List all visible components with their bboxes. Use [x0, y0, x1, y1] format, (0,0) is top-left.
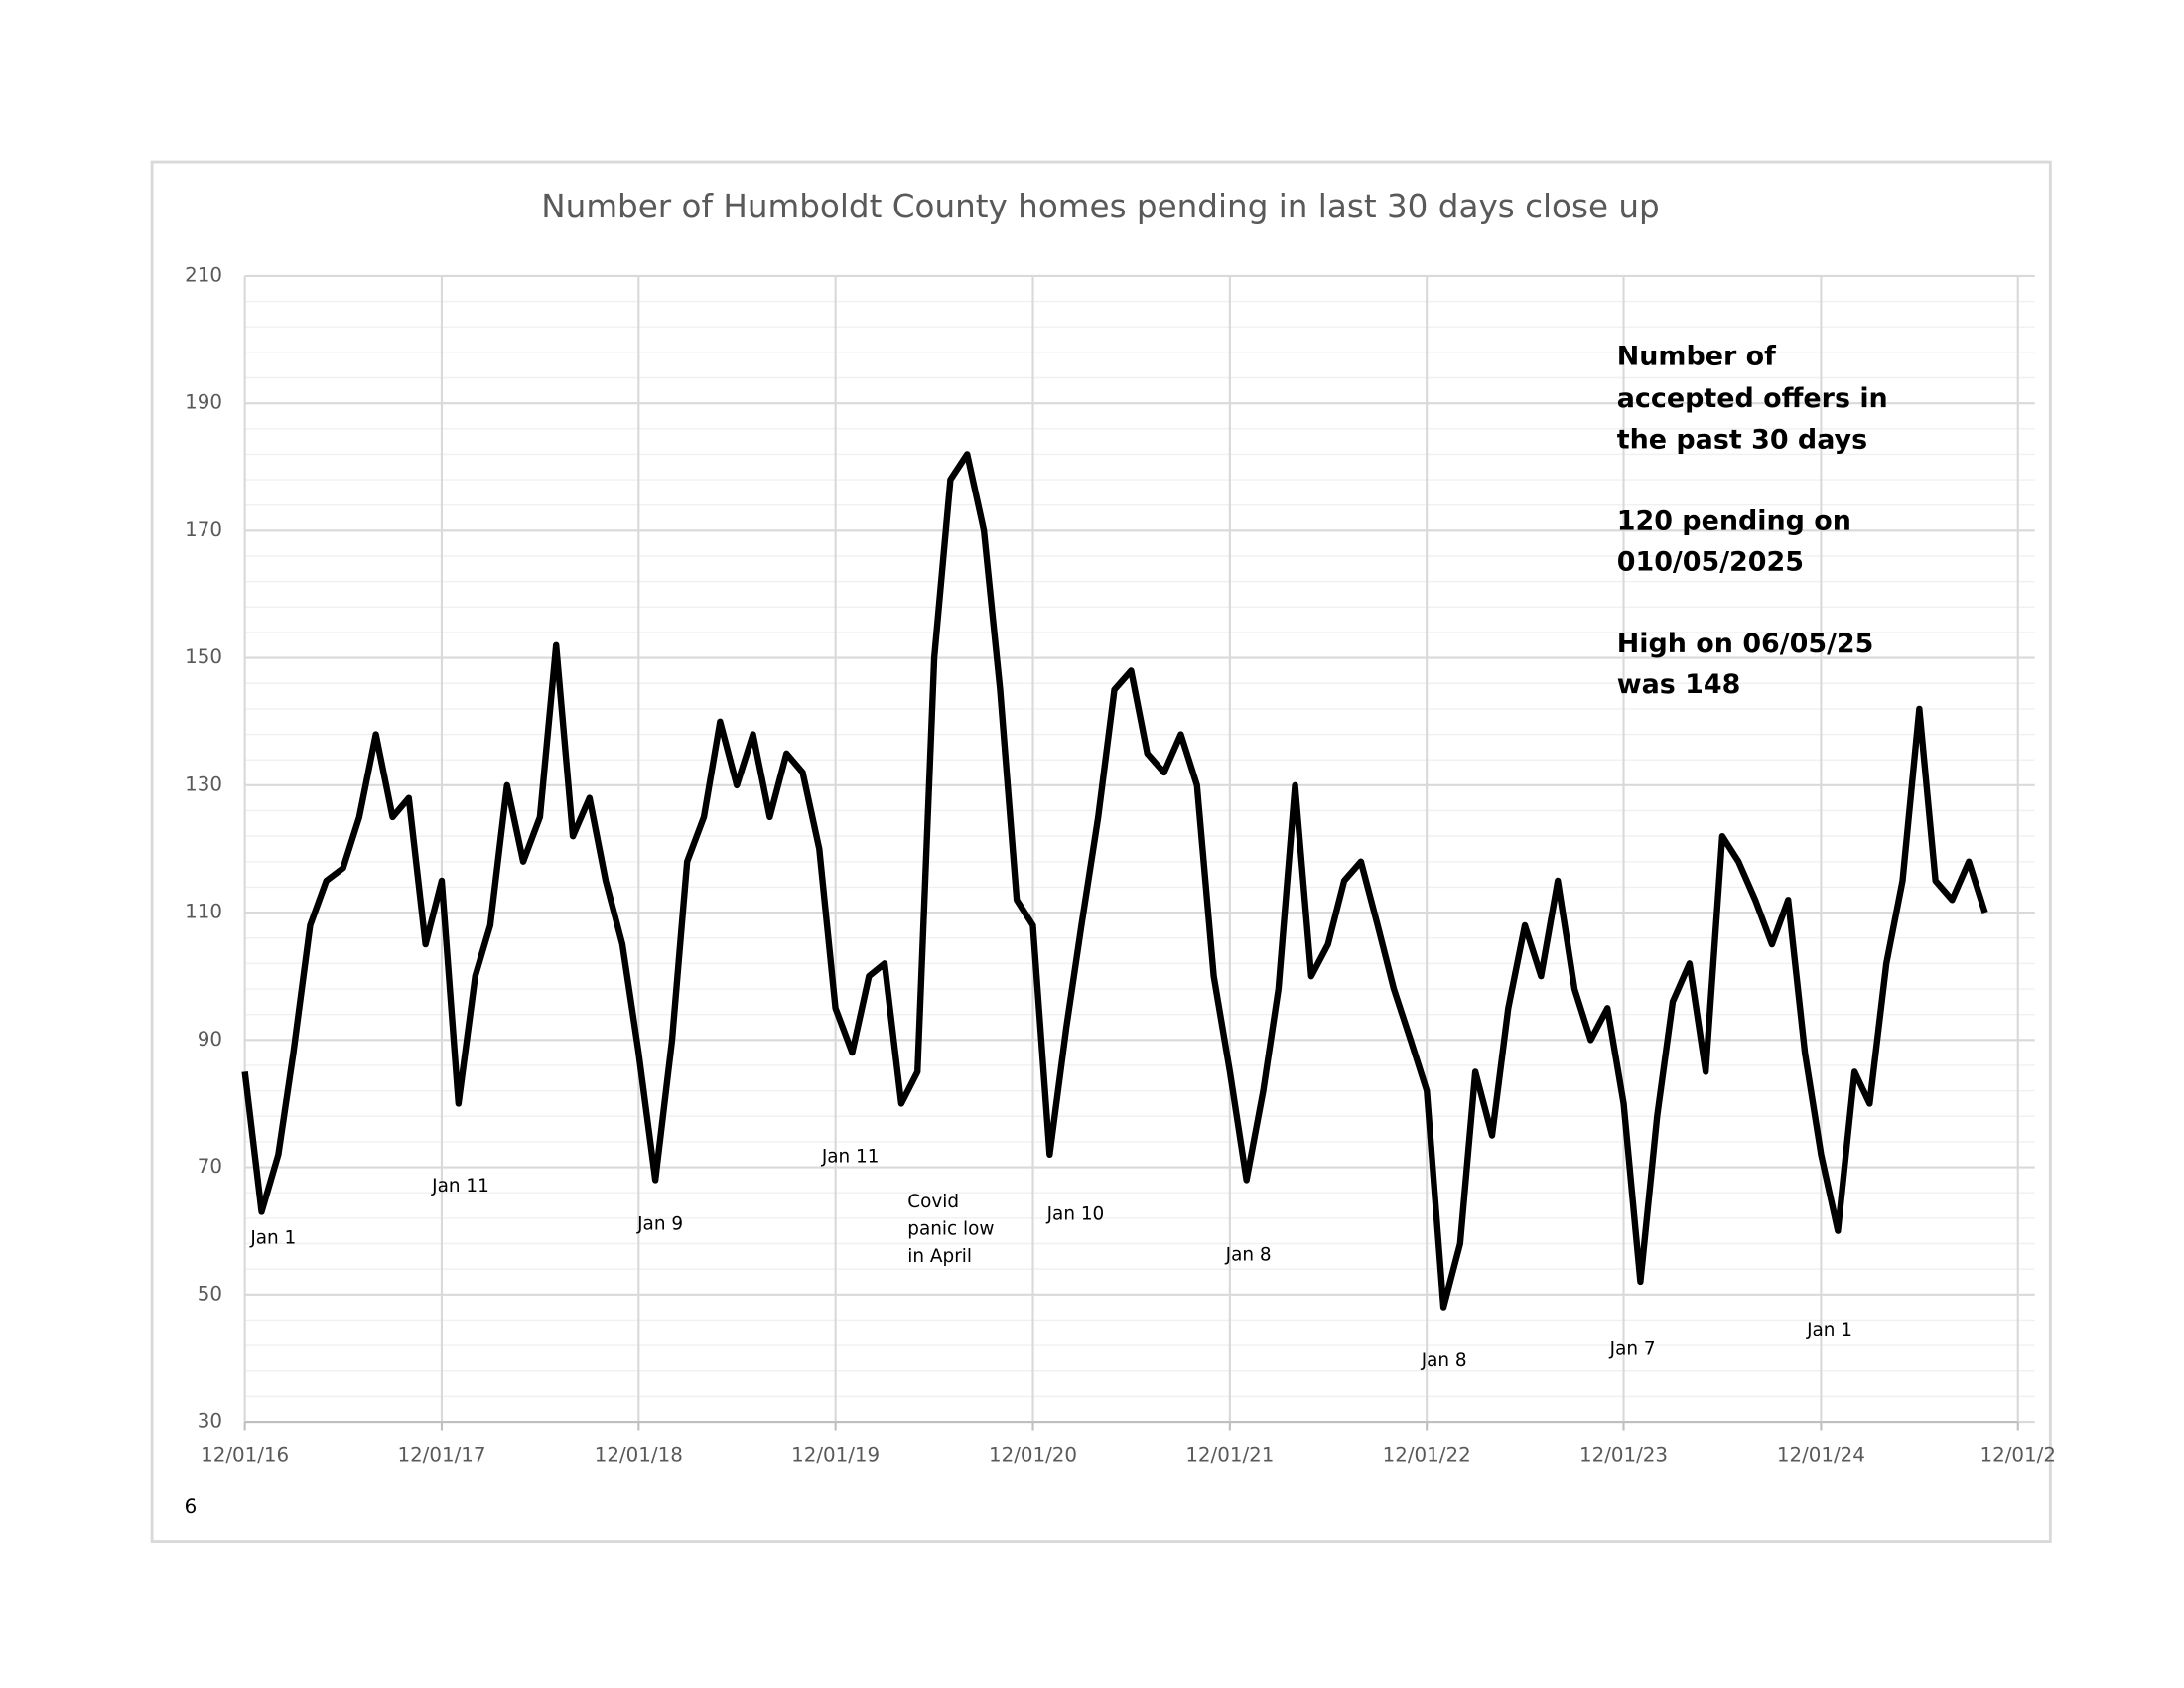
annotation: Jan 11: [431, 1176, 489, 1196]
x-tick-label: 12/01/16: [201, 1444, 289, 1467]
x-tick-label: 12/01/2: [1980, 1444, 2056, 1467]
note: the past 30 days: [1617, 424, 1867, 455]
y-tick-label: 110: [185, 901, 222, 923]
plot: [241, 451, 1988, 1311]
y-tick-label: 130: [185, 773, 222, 795]
x-tick-label: 12/01/24: [1777, 1444, 1865, 1467]
annotation: Covid: [907, 1192, 959, 1212]
page-number: 6: [185, 1495, 198, 1518]
y-tick-label: 30: [198, 1410, 222, 1433]
x-tick-label: 12/01/19: [791, 1444, 880, 1467]
y-tick-label: 190: [185, 391, 222, 414]
x-tick-label: 12/01/18: [595, 1444, 683, 1467]
annotation: Jan 8: [1225, 1245, 1272, 1266]
note: accepted offers in: [1617, 383, 1888, 414]
annotation: Jan 8: [1421, 1350, 1467, 1371]
annotation: Jan 10: [1046, 1204, 1105, 1225]
annotation: in April: [907, 1246, 972, 1267]
chart-title: Number of Humboldt County homes pending …: [541, 188, 1659, 225]
y-tick-label: 70: [198, 1155, 222, 1178]
annotation: panic low: [907, 1218, 994, 1239]
labels: 30 50 70 90 110 130 150 170 190 210 12/01/16 12/01/…: [185, 263, 2056, 1466]
annotation: Jan 1: [1806, 1320, 1852, 1340]
x-tick-label: 12/01/21: [1185, 1444, 1274, 1467]
grid: [243, 274, 2035, 1431]
y-tick-label: 90: [198, 1028, 222, 1051]
annotation: Jan 11: [821, 1146, 880, 1167]
y-tick-label: 210: [185, 263, 222, 286]
note: 010/05/2025: [1617, 547, 1804, 578]
x-tick-label: 12/01/23: [1579, 1444, 1668, 1467]
annotation: Jan 7: [1609, 1339, 1656, 1360]
y-tick-label: 170: [185, 518, 222, 541]
annotation: Jan 1: [249, 1228, 296, 1249]
annotation: Jan 9: [636, 1214, 683, 1235]
x-tick-label: 12/01/17: [397, 1444, 485, 1467]
y-tick-label: 150: [185, 645, 222, 668]
note: was 148: [1617, 669, 1741, 700]
note: 120 pending on: [1617, 506, 1851, 537]
note: High on 06/05/25: [1617, 629, 1874, 659]
x-tick-label: 12/01/20: [989, 1444, 1077, 1467]
x-tick-label: 12/01/22: [1383, 1444, 1471, 1467]
line: [241, 451, 1988, 1311]
note: Number of: [1617, 342, 1776, 372]
y-tick-label: 50: [198, 1282, 222, 1305]
